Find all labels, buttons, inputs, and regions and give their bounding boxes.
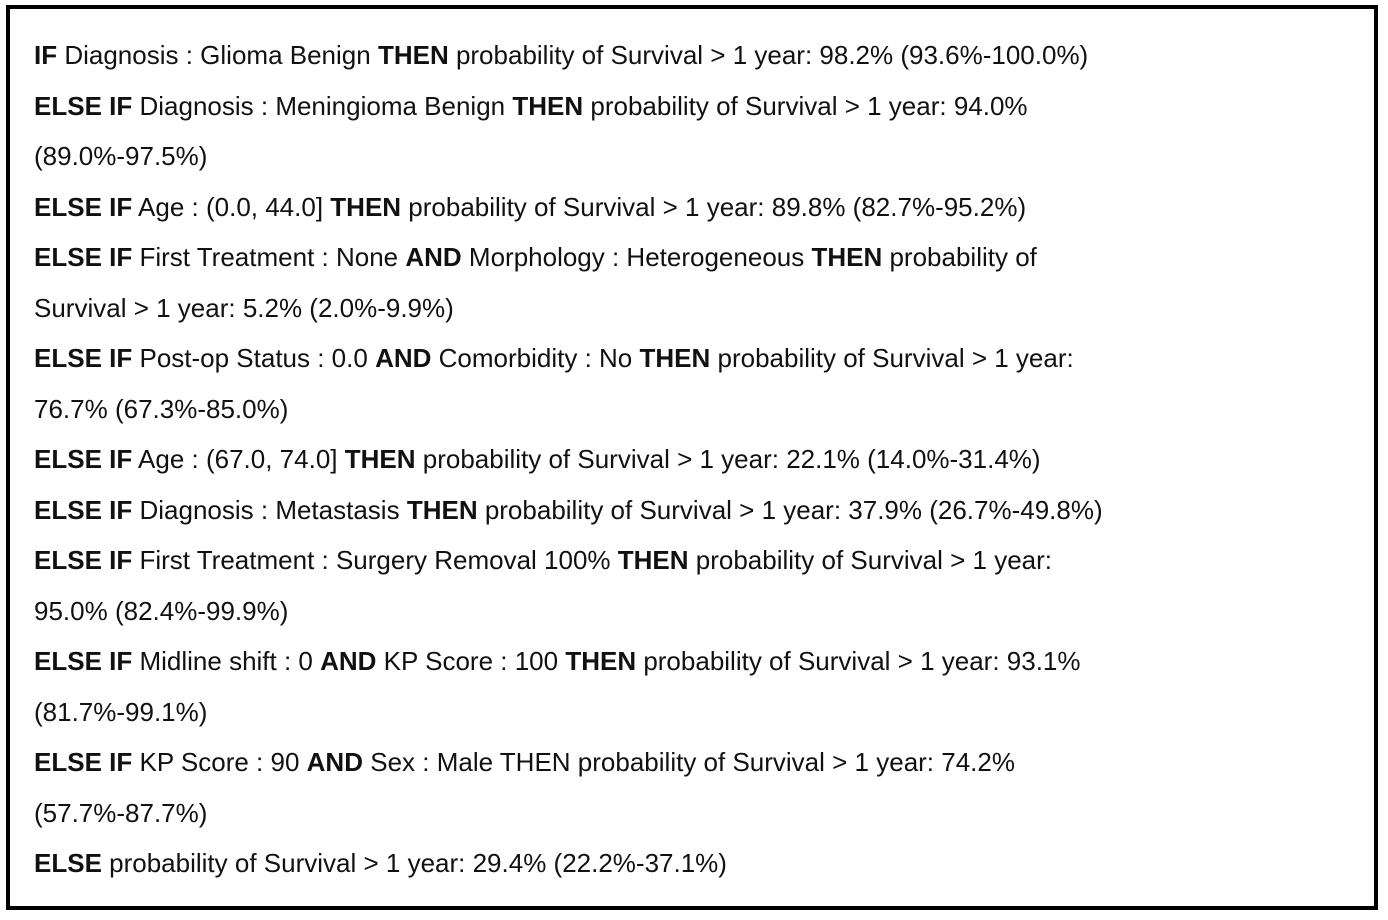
rule-keyword: ELSE IF (34, 242, 133, 272)
rule-keyword: THEN (512, 90, 584, 121)
rule-text: First Treatment : None (132, 242, 406, 272)
rule-keyword: THEN (565, 646, 637, 676)
rule-text: Age : (0.0, 44.0] (132, 191, 331, 222)
rule-text: probability of Survival > 1 year: 22.1% … (415, 444, 1041, 474)
rule-keyword: THEN (617, 545, 689, 575)
rule-line: IF Diagnosis : Glioma Benign THEN probab… (34, 30, 1374, 81)
rule-line: ELSE IF KP Score : 90 AND Sex : Male THE… (34, 737, 1374, 788)
rule-keyword: THEN (377, 40, 449, 70)
rule-text: Sex : Male THEN probability of Survival … (363, 747, 1015, 777)
rule-text: probability of Survival > 1 year: (688, 545, 1053, 575)
rule-keyword: ELSE (34, 848, 102, 878)
rule-keyword: AND (320, 646, 377, 676)
rule-text: Diagnosis : Meningioma Benign (132, 90, 513, 121)
rule-line: ELSE probability of Survival > 1 year: 2… (34, 838, 1374, 889)
rule-line: ELSE IF Age : (0.0, 44.0] THEN probabili… (34, 182, 1374, 233)
rule-text: probability of (882, 242, 1037, 272)
rule-line: ELSE IF Post-op Status : 0.0 AND Comorbi… (34, 333, 1374, 384)
rule-text: First Treatment : Surgery Removal 100% (132, 545, 618, 575)
rule-text: Comorbidity : No (431, 343, 640, 373)
rule-line: 95.0% (82.4%-99.9%) (34, 586, 1374, 637)
rule-keyword: AND (375, 343, 432, 373)
rule-keyword: AND (405, 242, 462, 272)
rule-text: probability of Survival > 1 year: 37.9% … (477, 494, 1103, 525)
rule-list-box: IF Diagnosis : Glioma Benign THEN probab… (6, 5, 1378, 910)
rule-text: probability of Survival > 1 year: 29.4% … (101, 848, 727, 878)
rule-line: ELSE IF Midline shift : 0 AND KP Score :… (34, 636, 1374, 687)
rule-text: (81.7%-99.1%) (34, 696, 208, 727)
rule-keyword: THEN (639, 343, 711, 373)
rule-line: ELSE IF Diagnosis : Metastasis THEN prob… (34, 485, 1374, 536)
rule-keyword: ELSE IF (34, 90, 133, 121)
rule-keyword: ELSE IF (34, 494, 133, 525)
rule-keyword: AND (306, 747, 363, 777)
rule-line: ELSE IF First Treatment : Surgery Remova… (34, 535, 1374, 586)
rule-keyword: ELSE IF (34, 191, 133, 222)
rule-line: 76.7% (67.3%-85.0%) (34, 384, 1374, 435)
rule-text: Morphology : Heterogeneous (461, 242, 812, 272)
rule-keyword: THEN (811, 242, 883, 272)
rule-text: probability of Survival > 1 year: (710, 343, 1074, 373)
rule-keyword: ELSE IF (34, 343, 133, 373)
rule-text: probability of Survival > 1 year: 94.0% (583, 90, 1028, 121)
rule-line: (81.7%-99.1%) (34, 687, 1374, 738)
rule-text: KP Score : 90 (132, 747, 307, 777)
rule-line: (89.0%-97.5%) (34, 131, 1374, 182)
rule-text: probability of Survival > 1 year: 98.2% … (448, 40, 1089, 70)
rule-keyword: ELSE IF (34, 444, 133, 474)
rule-keyword: THEN (344, 444, 416, 474)
rule-keyword: THEN (406, 494, 478, 525)
rule-text: (89.0%-97.5%) (34, 141, 208, 171)
rule-keyword: THEN (330, 191, 402, 222)
rule-keyword: ELSE IF (34, 646, 133, 676)
rule-keyword: IF (34, 40, 58, 70)
rule-text: (57.7%-87.7%) (34, 797, 208, 828)
rule-keyword: ELSE IF (34, 545, 133, 575)
rule-keyword: ELSE IF (34, 747, 133, 777)
rule-text: 76.7% (67.3%-85.0%) (34, 393, 289, 424)
rule-text: Diagnosis : Glioma Benign (57, 40, 378, 70)
rule-line: ELSE IF Diagnosis : Meningioma Benign TH… (34, 81, 1374, 132)
rule-text: KP Score : 100 (376, 646, 566, 676)
rule-line: ELSE IF First Treatment : None AND Morph… (34, 232, 1374, 283)
rule-text: 95.0% (82.4%-99.9%) (34, 595, 289, 626)
rule-text: Age : (67.0, 74.0] (132, 444, 345, 474)
rule-line: ELSE IF Age : (67.0, 74.0] THEN probabil… (34, 434, 1374, 485)
rule-text: Midline shift : 0 (132, 646, 321, 676)
rule-text: Post-op Status : 0.0 (132, 343, 376, 373)
rule-text: Diagnosis : Metastasis (132, 494, 407, 525)
rule-text: Survival > 1 year: 5.2% (2.0%-9.9%) (34, 292, 454, 323)
rule-line: (57.7%-87.7%) (34, 788, 1374, 839)
rule-line: Survival > 1 year: 5.2% (2.0%-9.9%) (34, 283, 1374, 334)
rule-text: probability of Survival > 1 year: 93.1% (636, 646, 1081, 676)
rule-text: probability of Survival > 1 year: 89.8% … (401, 191, 1027, 222)
